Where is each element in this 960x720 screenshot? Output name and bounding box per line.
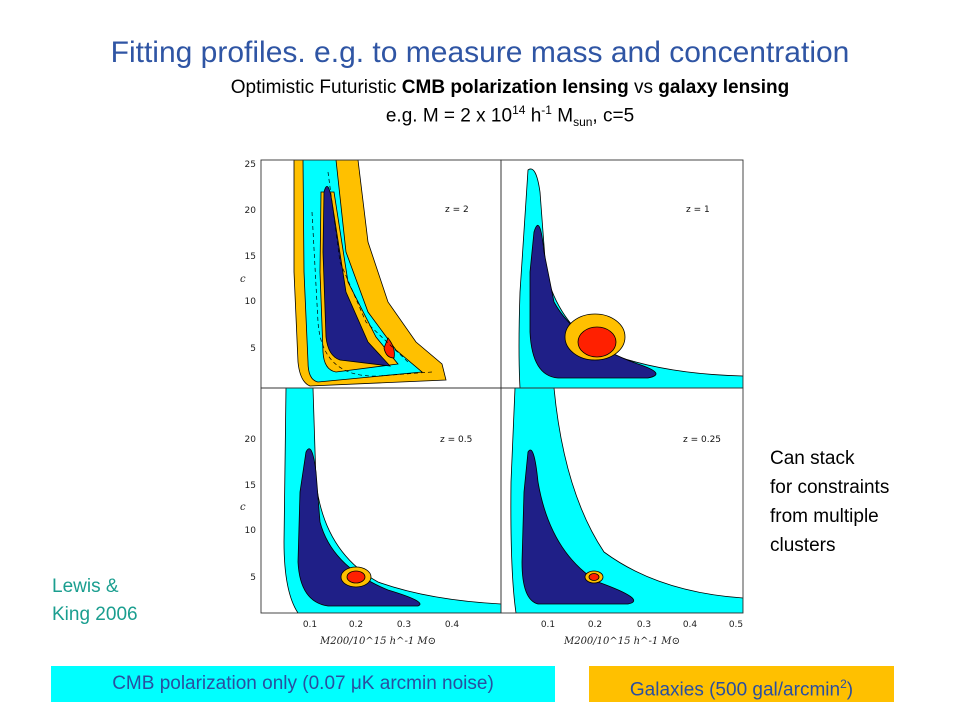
panel-z025	[510, 388, 743, 613]
xtick-right-0.1: 0.1	[541, 620, 555, 630]
ytick-top-25: 25	[245, 160, 256, 170]
xtick-right-0.3: 0.3	[637, 620, 651, 630]
dashed-z2	[311, 171, 433, 377]
xtick-left-0.4: 0.4	[445, 620, 460, 630]
xlabel-right: M200/10^15 h^-1 M⊙	[563, 636, 680, 647]
legend-cmb: CMB polarization only (0.07 μK arcmin no…	[51, 666, 555, 702]
panel-label-z1: z = 1	[686, 205, 710, 215]
panel-z05	[283, 388, 501, 613]
subtitle-cmb: CMB polarization lensing	[401, 77, 629, 98]
ytick-bot-20: 20	[245, 435, 257, 445]
legend-gal-post: )	[846, 679, 854, 701]
panel-label-z05: z = 0.5	[440, 435, 472, 445]
ylabel-top: c	[240, 274, 246, 285]
page-title: Fitting profiles. e.g. to measure mass a…	[110, 36, 850, 69]
panel-z2	[293, 160, 447, 387]
contour-figure: z = 2 z = 1 z = 0.5 z = 0.25 25 20 15 10…	[240, 159, 744, 647]
note-line-2: for constraints	[770, 477, 890, 498]
subtitle-pre: Optimistic Futuristic	[230, 77, 402, 98]
cmb-68-z2	[322, 185, 392, 367]
ytick-top-10: 10	[245, 297, 257, 307]
ytick-bot-10: 10	[245, 526, 257, 536]
legend-galaxies: Galaxies (500 gal/arcmin2)	[589, 666, 894, 702]
ex-post: , c=5	[592, 105, 635, 127]
stack-note: Can stack for constraints from multiple …	[770, 444, 889, 560]
note-line-1: Can stack	[770, 448, 855, 469]
ex-hexp: -1	[541, 103, 552, 117]
ytick-top-15: 15	[245, 252, 256, 262]
gal-68-z025	[588, 573, 600, 581]
cmb-68-z1	[529, 225, 657, 379]
legend-gal-exp: 2	[840, 677, 847, 691]
xtick-right-0.2: 0.2	[588, 620, 602, 630]
example-formula: e.g. M = 2 x 1014 h-1 Msun, c=5	[120, 103, 900, 129]
subtitle-mid: vs	[628, 77, 659, 98]
panel-label-z2: z = 2	[445, 205, 469, 215]
ytick-top-20: 20	[245, 206, 257, 216]
gal-68-z05	[346, 570, 366, 584]
note-line-4: clusters	[770, 535, 836, 556]
xtick-right-0.5: 0.5	[729, 620, 743, 630]
legend-gal-pre: Galaxies (500 gal/arcmin	[629, 679, 841, 701]
note-line-3: from multiple	[770, 506, 879, 527]
credit-line-2: King 2006	[52, 604, 138, 625]
ex-msub: sun	[573, 115, 593, 130]
credit: Lewis & King 2006	[52, 573, 138, 629]
ex-exp: 14	[512, 103, 526, 117]
ytick-top-5: 5	[250, 344, 256, 354]
ylabel-bottom: c	[240, 502, 246, 513]
ytick-bot-5: 5	[250, 573, 256, 583]
subtitle: Optimistic Futuristic CMB polarization l…	[120, 77, 900, 99]
cmb-68-z05	[297, 448, 421, 607]
xtick-left-0.1: 0.1	[303, 620, 317, 630]
xtick-left-0.2: 0.2	[349, 620, 363, 630]
ex-h: h	[525, 105, 542, 127]
subtitle-galaxy: galaxy lensing	[658, 77, 790, 98]
panel-label-z025: z = 0.25	[683, 435, 721, 445]
panel-frames	[260, 159, 744, 614]
gal-core-z2	[383, 337, 395, 359]
ytick-bot-15: 15	[245, 481, 256, 491]
xtick-right-0.4: 0.4	[683, 620, 698, 630]
ex-pre: e.g. M = 2 x 10	[385, 105, 513, 127]
ex-m: M	[551, 105, 574, 127]
xtick-left-0.3: 0.3	[397, 620, 411, 630]
xlabel-left: M200/10^15 h^-1 M⊙	[319, 636, 436, 647]
panel-z1	[518, 168, 743, 388]
credit-line-1: Lewis &	[52, 576, 119, 597]
gal-68-z1	[577, 326, 617, 358]
